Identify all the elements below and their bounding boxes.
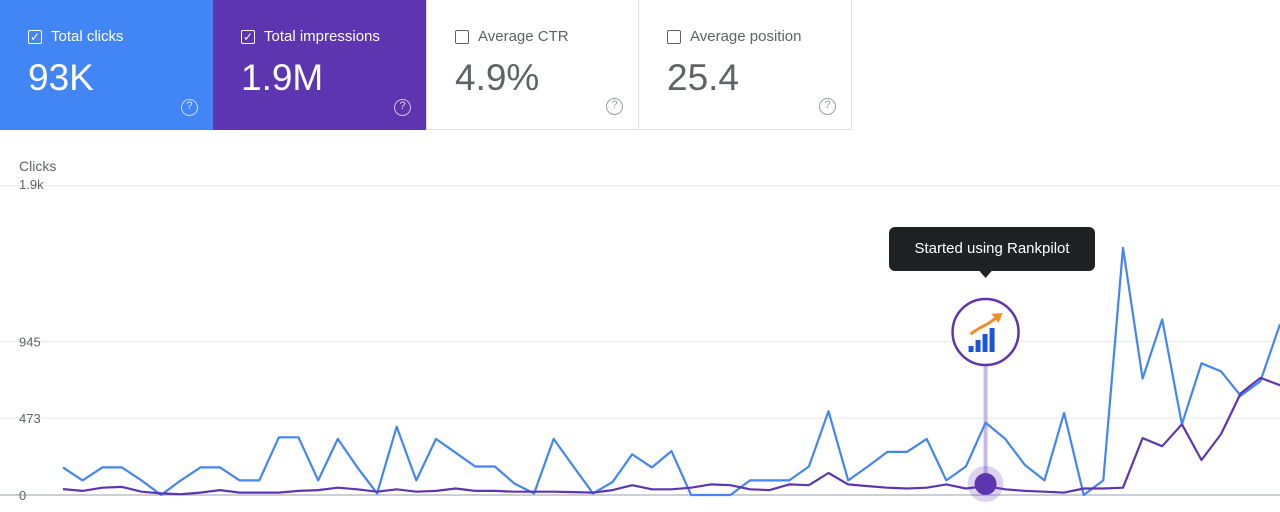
y-axis-title: Clicks	[19, 158, 57, 174]
card-label: Total clicks	[51, 28, 124, 45]
average-ctr-card[interactable]: Average CTR 4.9% ?	[426, 0, 639, 130]
total-impressions-card[interactable]: ✓ Total impressions 1.9M ?	[213, 0, 426, 130]
checkbox-unchecked-icon[interactable]	[455, 29, 469, 44]
card-value: 93K	[28, 57, 94, 98]
help-icon[interactable]: ?	[606, 98, 623, 115]
metric-cards: ✓ Total clicks 93K ? ✓ Total impressions…	[0, 0, 852, 130]
icon-arrow	[969, 315, 999, 336]
icon-bar	[982, 334, 988, 352]
annotation-badge	[951, 297, 1020, 367]
card-value: 4.9%	[455, 57, 540, 98]
average-position-card[interactable]: Average position 25.4 ?	[639, 0, 852, 130]
card-value: 1.9M	[241, 57, 324, 98]
icon-bar	[975, 340, 981, 352]
icon-arrowhead	[991, 313, 1003, 323]
y-tick-label: 1.9k	[19, 177, 44, 192]
card-label: Average CTR	[478, 28, 569, 45]
help-icon[interactable]: ?	[394, 99, 411, 116]
checkbox-unchecked-icon[interactable]	[667, 29, 681, 44]
checkbox-checked-icon[interactable]: ✓	[28, 29, 42, 44]
clicks-series-line	[62, 246, 1280, 497]
y-tick-label: 473	[19, 411, 41, 426]
card-header: Average CTR	[455, 28, 569, 45]
checkbox-checked-icon[interactable]: ✓	[241, 29, 255, 44]
card-value: 25.4	[667, 57, 740, 98]
y-tick-label: 945	[19, 334, 41, 349]
card-header: ✓ Total impressions	[241, 28, 380, 45]
help-icon[interactable]: ?	[819, 98, 836, 115]
y-tick-label: 0	[19, 488, 26, 503]
rising-bar-chart-icon	[968, 313, 1003, 352]
card-header: Average position	[667, 28, 801, 45]
total-clicks-card[interactable]: ✓ Total clicks 93K ?	[0, 0, 213, 130]
impressions-series-line	[62, 376, 1280, 496]
annotation-tooltip: Started using Rankpilot	[889, 227, 1095, 271]
card-label: Average position	[690, 28, 802, 45]
help-icon[interactable]: ?	[181, 99, 198, 116]
tooltip-pointer	[978, 270, 993, 278]
card-header: ✓ Total clicks	[28, 28, 124, 45]
icon-bar	[989, 328, 995, 352]
annotation-point	[974, 473, 997, 495]
card-label: Total impressions	[264, 28, 380, 45]
icon-bar	[968, 346, 974, 352]
